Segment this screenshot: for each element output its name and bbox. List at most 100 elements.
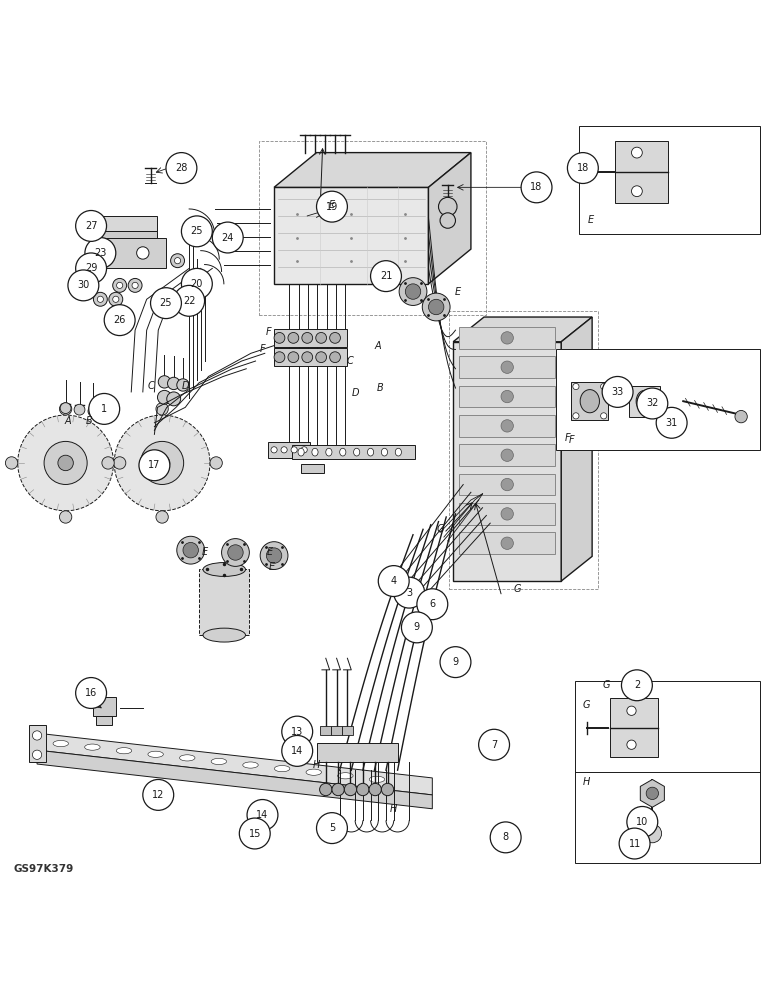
Text: 25: 25 [191, 226, 203, 236]
Text: 26: 26 [113, 315, 126, 325]
Circle shape [646, 787, 659, 800]
Circle shape [157, 390, 171, 404]
Text: 10: 10 [636, 817, 648, 827]
Circle shape [274, 352, 285, 363]
Text: G: G [583, 700, 591, 710]
Circle shape [643, 824, 662, 843]
Circle shape [601, 413, 607, 419]
Text: 28: 28 [175, 163, 188, 173]
Circle shape [521, 172, 552, 203]
Circle shape [260, 542, 288, 569]
Ellipse shape [381, 448, 388, 456]
Circle shape [281, 447, 287, 453]
Circle shape [76, 253, 107, 284]
Bar [317, 743, 398, 762]
Ellipse shape [203, 563, 245, 576]
Bar [274, 329, 347, 347]
Circle shape [627, 806, 658, 837]
Polygon shape [274, 153, 471, 187]
Circle shape [417, 589, 448, 620]
Circle shape [266, 548, 282, 563]
Circle shape [627, 740, 636, 749]
Circle shape [344, 783, 357, 796]
Circle shape [137, 247, 149, 259]
Polygon shape [37, 750, 432, 809]
Ellipse shape [337, 773, 353, 779]
Polygon shape [37, 733, 432, 795]
Circle shape [68, 270, 99, 301]
Bar [292, 445, 415, 459]
Circle shape [102, 457, 114, 469]
Circle shape [132, 282, 138, 288]
Text: H: H [583, 777, 591, 787]
Circle shape [141, 441, 184, 484]
Text: E: E [269, 562, 275, 572]
Text: 7: 7 [491, 740, 497, 750]
Text: E: E [587, 215, 594, 225]
Circle shape [619, 828, 650, 859]
Circle shape [316, 332, 327, 343]
Circle shape [274, 332, 285, 343]
Circle shape [85, 238, 116, 268]
Circle shape [114, 415, 210, 511]
Text: A: A [375, 341, 381, 351]
Circle shape [32, 750, 42, 759]
Polygon shape [561, 317, 592, 581]
Bar [459, 327, 555, 349]
Circle shape [631, 147, 642, 158]
Circle shape [369, 783, 381, 796]
Text: 14: 14 [291, 746, 303, 756]
Text: F: F [564, 433, 571, 443]
Text: B: B [86, 416, 92, 426]
Text: D: D [351, 388, 359, 398]
Circle shape [168, 377, 180, 390]
Ellipse shape [395, 448, 401, 456]
Circle shape [128, 278, 142, 292]
Circle shape [247, 800, 278, 830]
Bar [571, 382, 608, 420]
Circle shape [228, 545, 243, 560]
Ellipse shape [53, 740, 69, 747]
Text: 1: 1 [101, 404, 107, 414]
Circle shape [399, 278, 427, 305]
Circle shape [154, 455, 170, 471]
Bar [274, 187, 428, 284]
Circle shape [174, 285, 205, 316]
Text: E: E [201, 547, 208, 557]
Text: 2: 2 [634, 680, 640, 690]
Circle shape [59, 511, 72, 523]
Circle shape [302, 352, 313, 363]
Circle shape [501, 508, 513, 520]
Polygon shape [428, 153, 471, 284]
Text: F: F [266, 327, 272, 337]
Ellipse shape [312, 448, 318, 456]
Text: 29: 29 [85, 263, 97, 273]
Circle shape [167, 392, 181, 406]
Text: E: E [455, 287, 461, 297]
Text: 18: 18 [530, 182, 543, 192]
Text: F: F [259, 344, 266, 354]
Circle shape [320, 783, 332, 796]
Circle shape [181, 268, 212, 299]
Circle shape [210, 457, 222, 469]
Circle shape [381, 783, 394, 796]
Circle shape [501, 390, 513, 403]
Circle shape [88, 406, 99, 417]
Text: 19: 19 [326, 202, 338, 212]
Bar [29, 725, 46, 762]
Ellipse shape [369, 776, 384, 782]
Text: H: H [313, 760, 320, 770]
Circle shape [166, 153, 197, 183]
Circle shape [378, 566, 409, 596]
Text: 23: 23 [94, 248, 107, 258]
Circle shape [104, 305, 135, 336]
Circle shape [156, 403, 168, 415]
Circle shape [109, 292, 123, 306]
Text: G: G [513, 584, 521, 594]
Circle shape [317, 191, 347, 222]
Text: 13: 13 [291, 727, 303, 737]
Text: 5: 5 [329, 823, 335, 833]
Circle shape [222, 539, 249, 566]
Bar [93, 697, 116, 716]
Circle shape [394, 577, 425, 608]
